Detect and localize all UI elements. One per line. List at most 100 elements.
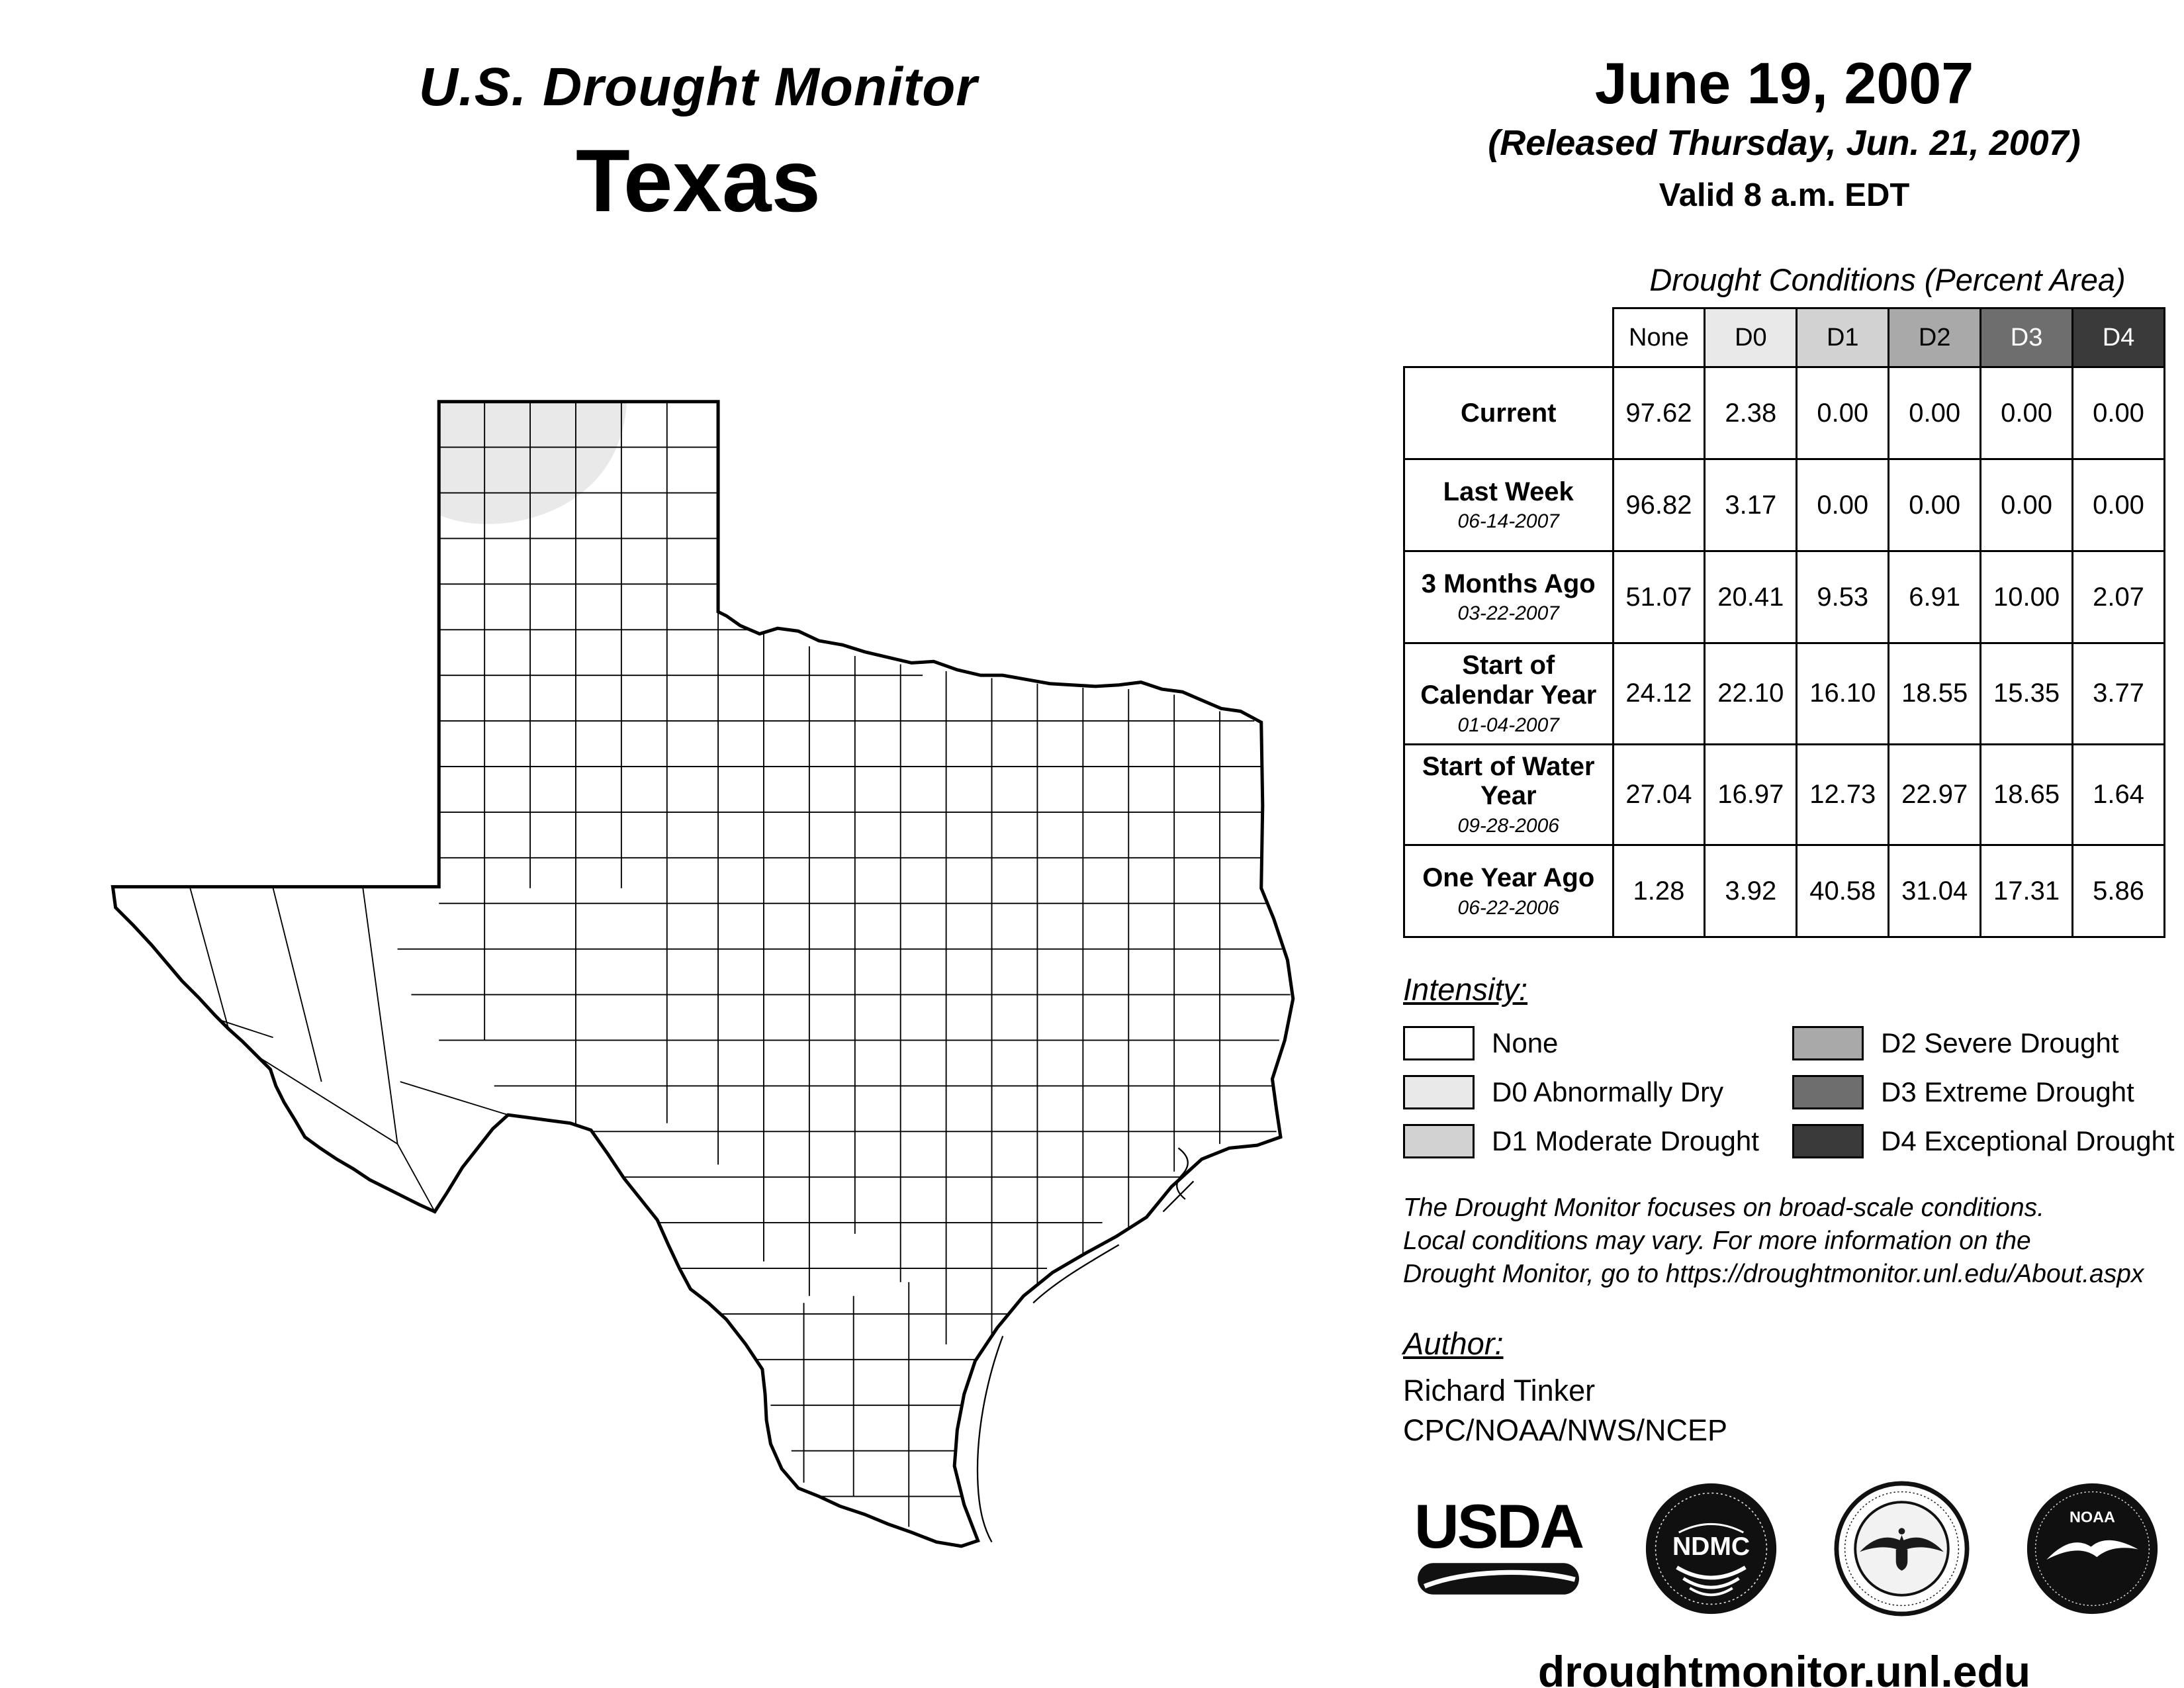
table-header-row: None D0 D1 D2 D3 D4: [1404, 307, 2165, 368]
row-label-cell: 3 Months Ago 03-22-2007: [1403, 550, 1614, 644]
table-row-one-year-ago: One Year Ago 06-22-2006 1.28 3.92 40.58 …: [1403, 844, 2165, 939]
col-head-d1: D1: [1796, 307, 1890, 368]
row-label-cell: Start of Water Year 09-28-2006: [1403, 743, 1614, 847]
usda-swoosh-icon: [1418, 1562, 1579, 1595]
table-cell: 9.53: [1796, 550, 1890, 644]
noaa-seal-icon: NOAA: [2026, 1483, 2158, 1615]
table-row-start-calendar-year: Start of Calendar Year 01-04-2007 24.12 …: [1403, 642, 2165, 745]
info-panel: June 19, 2007 (Released Thursday, Jun. 2…: [1403, 50, 2175, 1688]
table-cell: 3.92: [1704, 844, 1798, 939]
col-head-d3: D3: [1979, 307, 2074, 368]
table-row-current: Current 97.62 2.38 0.00 0.00 0.00 0.00: [1403, 366, 2165, 460]
legend-swatch-d3: [1792, 1075, 1864, 1110]
legend-item-d2: D2 Severe Drought: [1792, 1026, 2175, 1061]
usda-logo: USDA: [1408, 1491, 1588, 1599]
table-cell: 16.97: [1704, 743, 1798, 847]
map-date: June 19, 2007: [1594, 50, 1974, 116]
legend-column-right: D2 Severe Drought D3 Extreme Drought D4 …: [1792, 1026, 2175, 1159]
table-cell: 16.10: [1796, 642, 1890, 745]
table-cell: 0.00: [2071, 458, 2165, 552]
legend-item-none: None: [1403, 1026, 1766, 1061]
row-label-cell: Last Week 06-14-2007: [1403, 458, 1614, 552]
table-cell: 12.73: [1796, 743, 1890, 847]
table-cell: 20.41: [1704, 550, 1798, 644]
disclaimer-line-3: Drought Monitor, go to https://droughtmo…: [1403, 1260, 2144, 1288]
intensity-legend: None D0 Abnormally Dry D1 Moderate Droug…: [1403, 1026, 2175, 1159]
table-cell: 18.55: [1888, 642, 1982, 745]
table-cell: 0.00: [1979, 458, 2074, 552]
drought-conditions-table: None D0 D1 D2 D3 D4 Current 97.62 2.38 0…: [1403, 307, 2165, 939]
col-head-d4: D4: [2071, 307, 2165, 368]
table-cell: 0.00: [2071, 366, 2165, 460]
table-cell: 27.04: [1612, 743, 1706, 847]
disclaimer-line-2: Local conditions may vary. For more info…: [1403, 1227, 2031, 1256]
row-label-cell: Start of Calendar Year 01-04-2007: [1403, 642, 1614, 745]
release-date: (Released Thursday, Jun. 21, 2007): [1488, 123, 2081, 163]
table-cell: 1.64: [2071, 743, 2165, 847]
table-cell: 10.00: [1979, 550, 2074, 644]
table-cell: 6.91: [1888, 550, 1982, 644]
table-cell: 2.07: [2071, 550, 2165, 644]
drought-table-title: Drought Conditions (Percent Area): [1649, 262, 2126, 297]
table-cell: 18.65: [1979, 743, 2074, 847]
legend-item-d0: D0 Abnormally Dry: [1403, 1075, 1766, 1110]
legend-item-d1: D1 Moderate Drought: [1403, 1124, 1766, 1159]
table-cell: 17.31: [1979, 844, 2074, 939]
table-corner-cell: [1404, 308, 1614, 367]
state-fill-none: [113, 401, 1293, 1546]
drought-monitor-url: droughtmonitor.unl.edu: [1537, 1646, 2031, 1688]
county-lines: [113, 401, 1291, 1527]
col-head-none: None: [1612, 307, 1706, 368]
table-cell: 31.04: [1888, 844, 1982, 939]
disclaimer-line-1: The Drought Monitor focuses on broad-sca…: [1403, 1194, 2045, 1223]
table-cell: 5.86: [2071, 844, 2165, 939]
legend-item-d3: D3 Extreme Drought: [1792, 1075, 2175, 1110]
agency-logos: USDA NDMC: [1403, 1481, 2165, 1617]
legend-swatch-d1: [1403, 1124, 1475, 1159]
author-organization: CPC/NOAA/NWS/NCEP: [1403, 1413, 1728, 1447]
table-row-last-week: Last Week 06-14-2007 96.82 3.17 0.00 0.0…: [1403, 458, 2165, 552]
disclaimer-text: The Drought Monitor focuses on broad-sca…: [1403, 1192, 2165, 1291]
table-cell: 96.82: [1612, 458, 1706, 552]
legend-swatch-d4: [1792, 1124, 1864, 1159]
table-cell: 2.38: [1704, 366, 1798, 460]
noaa-logo-text: NOAA: [2070, 1508, 2115, 1525]
table-row-3-months-ago: 3 Months Ago 03-22-2007 51.07 20.41 9.53…: [1403, 550, 2165, 644]
col-head-d2: D2: [1888, 307, 1982, 368]
legend-item-d4: D4 Exceptional Drought: [1792, 1124, 2175, 1159]
table-cell: 15.35: [1979, 642, 2074, 745]
row-label-cell: Current: [1403, 366, 1614, 460]
region-title: Texas: [575, 132, 821, 230]
table-cell: 3.77: [2071, 642, 2165, 745]
author-name: Richard Tinker: [1403, 1373, 1596, 1407]
table-cell: 40.58: [1796, 844, 1890, 939]
row-label-cell: One Year Ago 06-22-2006: [1403, 844, 1614, 939]
legend-column-left: None D0 Abnormally Dry D1 Moderate Droug…: [1403, 1026, 1766, 1159]
intensity-legend-title: Intensity:: [1403, 972, 1528, 1008]
valid-time: Valid 8 a.m. EDT: [1659, 177, 1910, 213]
ndmc-seal-icon: NDMC: [1645, 1483, 1777, 1615]
usda-logo-text: USDA: [1414, 1491, 1584, 1562]
table-cell: 0.00: [1979, 366, 2074, 460]
col-head-d0: D0: [1704, 307, 1798, 368]
table-cell: 3.17: [1704, 458, 1798, 552]
table-cell: 0.00: [1888, 366, 1982, 460]
table-row-start-water-year: Start of Water Year 09-28-2006 27.04 16.…: [1403, 743, 2165, 847]
table-cell: 0.00: [1888, 458, 1982, 552]
legend-swatch-d2: [1792, 1026, 1864, 1061]
texas-drought-map: [79, 391, 1324, 1566]
table-cell: 22.97: [1888, 743, 1982, 847]
table-cell: 97.62: [1612, 366, 1706, 460]
table-cell: 24.12: [1612, 642, 1706, 745]
table-cell: 0.00: [1796, 458, 1890, 552]
author-heading: Author:: [1403, 1325, 1504, 1361]
table-cell: 1.28: [1612, 844, 1706, 939]
table-cell: 0.00: [1796, 366, 1890, 460]
coastal-islands: [976, 1147, 1195, 1543]
table-cell: 22.10: [1704, 642, 1798, 745]
page-title: U.S. Drought Monitor: [418, 57, 978, 117]
legend-swatch-d0: [1403, 1075, 1475, 1110]
legend-swatch-none: [1403, 1026, 1475, 1061]
table-cell: 51.07: [1612, 550, 1706, 644]
